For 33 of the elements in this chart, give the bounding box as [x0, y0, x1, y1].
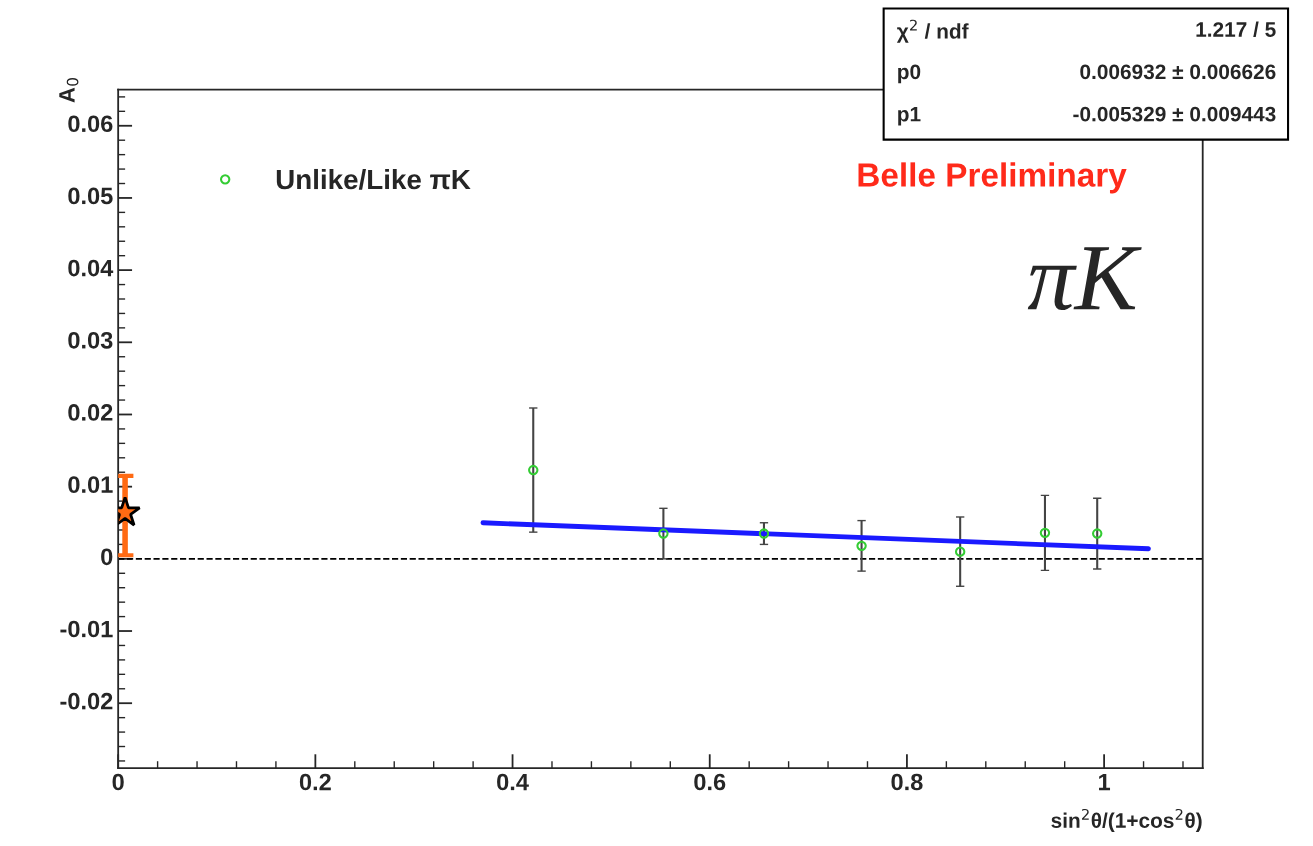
point — [528, 464, 539, 476]
y-tick-label: 0 — [101, 548, 113, 566]
point — [1039, 527, 1051, 539]
point — [1092, 528, 1103, 539]
text: 0.006932 ± 0.006626 — [1080, 64, 1276, 80]
legend-label: Unlike/Like πK — [276, 168, 471, 190]
annotation: p1 — [898, 106, 921, 126]
x-tick-label: 0 — [112, 773, 124, 791]
x-axis-title: sin$^{2}$θ/(1+cos$^{2}$θ) — [1051, 808, 1202, 832]
y-tick-label: 0.05 — [68, 187, 113, 205]
annotation: -0.005329 ± 0.009443 — [1073, 106, 1276, 122]
x-tick-label: 0.2 — [299, 773, 331, 791]
y-tick-label: 0.06 — [68, 115, 113, 133]
x-tick-label: 0.8 — [891, 773, 923, 791]
y-tick-label: -0.01 — [60, 620, 113, 638]
y-tick-label: 0.02 — [68, 404, 113, 421]
point — [856, 540, 867, 552]
point — [658, 528, 669, 539]
annotation: πK — [1027, 247, 1142, 311]
text: p0 — [898, 64, 921, 84]
point — [758, 528, 770, 539]
x-tick-label: 1 — [1099, 773, 1111, 791]
text: 1.217 / 5 — [1196, 21, 1276, 38]
text: χ$^{2}$ / ndf — [896, 19, 969, 43]
y-tick-label: -0.02 — [60, 692, 113, 710]
y-tick-label: 0.03 — [68, 331, 113, 349]
y-tick-label: 0.04 — [68, 259, 114, 277]
x-tick-label: 0.6 — [694, 773, 726, 791]
y-axis-title: A$_{0}$ — [59, 78, 79, 103]
y-tick-label: 0.01 — [68, 476, 113, 493]
x-tick-label: 0.4 — [497, 773, 529, 791]
point — [954, 546, 966, 557]
annotation: Belle Preliminary — [858, 162, 1127, 194]
